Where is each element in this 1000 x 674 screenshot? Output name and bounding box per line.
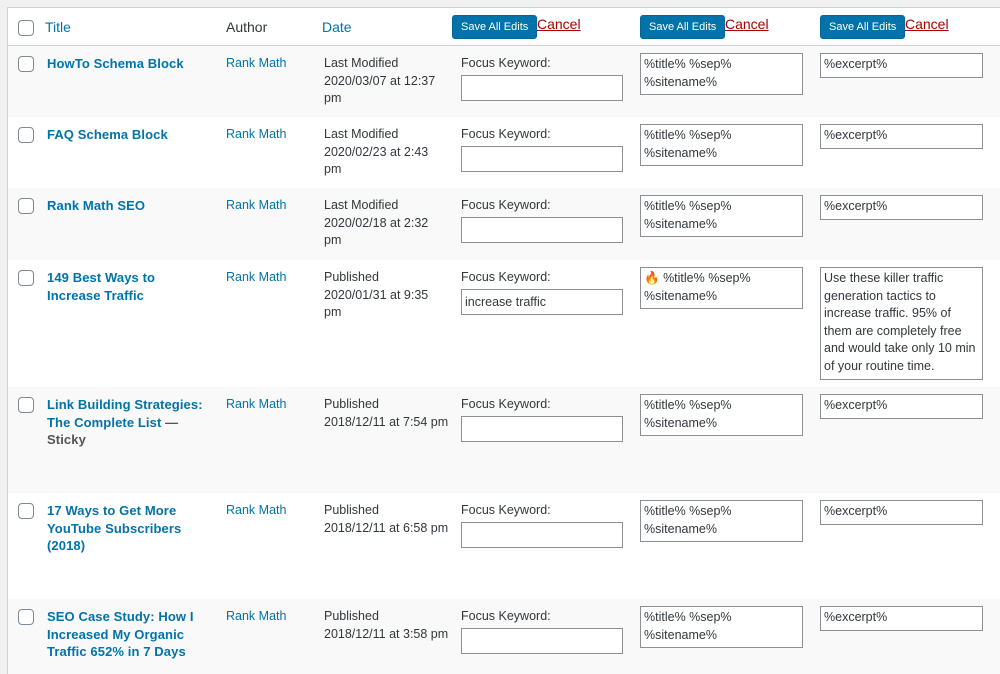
focus-keyword-input[interactable]	[461, 146, 623, 172]
author-link[interactable]: Rank Math	[226, 198, 287, 212]
post-date: Published 2018/12/11 at 7:54 pm	[324, 397, 449, 429]
post-title-link[interactable]: Rank Math SEO	[47, 198, 146, 213]
cancel-link-3[interactable]: Cancel	[905, 16, 949, 32]
seo-description-textarea[interactable]: %excerpt%	[820, 53, 983, 78]
seo-description-textarea[interactable]: %excerpt%	[820, 124, 983, 149]
focus-keyword-input[interactable]	[461, 217, 623, 243]
table-row: Link Building Strategies: The Complete L…	[8, 387, 1000, 493]
row-checkbox[interactable]	[18, 397, 34, 413]
post-title-link[interactable]: FAQ Schema Block	[47, 127, 168, 142]
seo-title-textarea[interactable]: %title% %sep% %sitename%	[640, 195, 803, 237]
save-all-edits-button-1[interactable]: Save All Edits	[452, 15, 538, 39]
seo-description-textarea[interactable]: %excerpt%	[820, 500, 983, 525]
table-row: 149 Best Ways to Increase Traffic Rank M…	[8, 260, 1000, 387]
post-date: Last Modified 2020/03/07 at 12:37 pm	[324, 56, 436, 105]
cancel-link-1[interactable]: Cancel	[537, 16, 581, 32]
select-all-checkbox[interactable]	[18, 20, 34, 36]
post-date: Last Modified 2020/02/23 at 2:43 pm	[324, 127, 429, 176]
table-row: HowTo Schema Block Rank Math Last Modifi…	[8, 46, 1000, 117]
post-title-link[interactable]: 17 Ways to Get More YouTube Subscribers …	[47, 503, 182, 553]
author-link[interactable]: Rank Math	[226, 609, 287, 623]
post-title-link[interactable]: HowTo Schema Block	[47, 56, 184, 71]
focus-keyword-label: Focus Keyword:	[461, 609, 551, 623]
table-row: FAQ Schema Block Rank Math Last Modified…	[8, 117, 1000, 188]
focus-keyword-input[interactable]	[461, 75, 623, 101]
row-checkbox[interactable]	[18, 503, 34, 519]
seo-title-textarea[interactable]: %title% %sep% %sitename%	[640, 53, 803, 95]
author-link[interactable]: Rank Math	[226, 56, 287, 70]
column-author-header: Author	[226, 19, 268, 35]
row-checkbox[interactable]	[18, 270, 34, 286]
focus-keyword-input[interactable]	[461, 628, 623, 654]
seo-description-textarea[interactable]: %excerpt%	[820, 606, 983, 631]
post-date: Last Modified 2020/02/18 at 2:32 pm	[324, 198, 429, 247]
fire-icon: 🔥	[644, 271, 660, 285]
save-all-edits-button-3[interactable]: Save All Edits	[820, 15, 906, 39]
focus-keyword-input[interactable]	[461, 522, 623, 548]
table-row: Rank Math SEO Rank Math Last Modified 202…	[8, 188, 1000, 260]
seo-title-textarea[interactable]: 🔥 %title% %sep% %sitename%	[640, 267, 803, 309]
focus-keyword-label: Focus Keyword:	[461, 397, 551, 411]
seo-title-textarea[interactable]: %title% %sep% %sitename%	[640, 394, 803, 436]
post-date: Published 2018/12/11 at 6:58 pm	[324, 503, 449, 535]
posts-table: Title Author Date Save All Edits Cancel …	[7, 7, 1000, 674]
focus-keyword-label: Focus Keyword:	[461, 127, 551, 141]
seo-title-textarea[interactable]: %title% %sep% %sitename%	[640, 124, 803, 166]
author-link[interactable]: Rank Math	[226, 397, 287, 411]
focus-keyword-label: Focus Keyword:	[461, 270, 551, 284]
table-row: 17 Ways to Get More YouTube Subscribers …	[8, 493, 1000, 599]
post-title-link[interactable]: Link Building Strategies: The Complete L…	[47, 397, 203, 447]
post-date: Published 2018/12/11 at 3:58 pm	[324, 609, 449, 641]
cancel-link-2[interactable]: Cancel	[725, 16, 769, 32]
post-date: Published 2020/01/31 at 9:35 pm	[324, 270, 429, 319]
post-title-link[interactable]: SEO Case Study: How I Increased My Organ…	[47, 609, 194, 659]
focus-keyword-label: Focus Keyword:	[461, 503, 551, 517]
seo-description-textarea[interactable]: %excerpt%	[820, 195, 983, 220]
seo-title-textarea[interactable]: %title% %sep% %sitename%	[640, 500, 803, 542]
row-checkbox[interactable]	[18, 198, 34, 214]
column-title-header[interactable]: Title	[45, 19, 71, 35]
focus-keyword-input[interactable]: increase traffic	[461, 289, 623, 315]
seo-description-textarea[interactable]: Use these killer traffic generation tact…	[820, 267, 983, 380]
table-header: Title Author Date Save All Edits Cancel …	[8, 8, 1000, 46]
focus-keyword-input[interactable]	[461, 416, 623, 442]
row-checkbox[interactable]	[18, 127, 34, 143]
table-row: SEO Case Study: How I Increased My Organ…	[8, 599, 1000, 674]
save-all-edits-button-2[interactable]: Save All Edits	[640, 15, 726, 39]
author-link[interactable]: Rank Math	[226, 503, 287, 517]
author-link[interactable]: Rank Math	[226, 127, 287, 141]
row-checkbox[interactable]	[18, 609, 34, 625]
focus-keyword-label: Focus Keyword:	[461, 56, 551, 70]
focus-keyword-label: Focus Keyword:	[461, 198, 551, 212]
column-date-header[interactable]: Date	[322, 19, 352, 35]
post-title-link[interactable]: 149 Best Ways to Increase Traffic	[47, 270, 156, 303]
seo-description-textarea[interactable]: %excerpt%	[820, 394, 983, 419]
row-checkbox[interactable]	[18, 56, 34, 72]
author-link[interactable]: Rank Math	[226, 270, 287, 284]
seo-title-textarea[interactable]: %title% %sep% %sitename%	[640, 606, 803, 648]
